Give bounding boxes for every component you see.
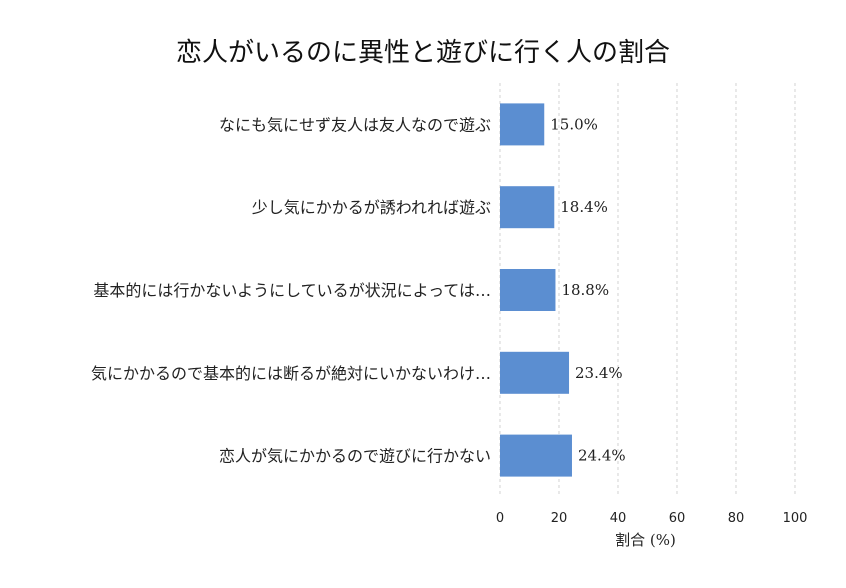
x-tick-label: 100 (783, 511, 808, 526)
bar (500, 103, 545, 146)
value-label: 18.8% (561, 281, 609, 299)
x-axis-title: 割合 (%) (615, 531, 676, 549)
x-tick-label: 20 (551, 511, 568, 526)
bar (500, 269, 556, 311)
bar (500, 434, 572, 477)
gridlines (499, 83, 796, 497)
value-label: 24.4% (578, 447, 626, 465)
chart-title: 恋人がいるのに異性と遊びに行く人の割合 (175, 38, 670, 68)
bar (500, 186, 555, 229)
x-tick-label: 80 (728, 511, 745, 526)
bars (500, 103, 572, 477)
value-label: 23.4% (575, 364, 623, 382)
labels: 0 20 40 60 80 100 なにも気にせず友人は友人なので遊ぶ 15.0% 少し気にかか… (91, 115, 807, 526)
category-label: 基本的には行かないようにしているが状況によっては… (93, 281, 491, 300)
x-tick-label: 0 (496, 511, 504, 526)
value-label: 18.4% (560, 198, 608, 216)
category-label: 気にかかるので基本的には断るが絶対にいかないわけ… (91, 364, 491, 383)
bar (500, 351, 570, 394)
category-label: なにも気にせず友人は友人なので遊ぶ (219, 115, 491, 134)
x-tick-label: 60 (669, 511, 686, 526)
category-label: 恋人が気にかかるので遊びに行かない (219, 447, 491, 466)
x-tick-label: 40 (610, 511, 627, 526)
category-label: 少し気にかかるが誘われれば遊ぶ (252, 198, 491, 217)
value-label: 15.0% (550, 115, 598, 133)
